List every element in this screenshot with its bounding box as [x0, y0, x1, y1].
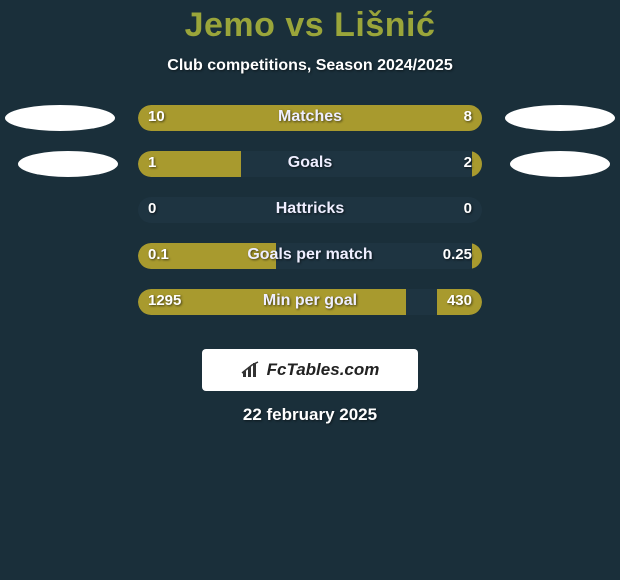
stat-label: Goals: [138, 154, 482, 172]
stat-row: 0 Hattricks 0: [0, 197, 620, 243]
stat-right-value: 0.25: [443, 246, 472, 263]
stat-label: Matches: [138, 108, 482, 126]
subtitle: Club competitions, Season 2024/2025: [0, 57, 620, 75]
stat-row: 1 Goals 2: [0, 151, 620, 197]
player-right-ellipse: [510, 151, 610, 177]
stat-right-value: 8: [464, 108, 472, 125]
stat-label: Goals per match: [138, 246, 482, 264]
player-right-ellipse: [505, 105, 615, 131]
brand-text: FcTables.com: [267, 360, 380, 380]
stat-bar: 1 Goals 2: [138, 151, 482, 177]
page-title: Jemo vs Lišnić: [0, 0, 620, 45]
stat-right-value: 0: [464, 200, 472, 217]
stat-right-value: 2: [464, 154, 472, 171]
stat-bar: 10 Matches 8: [138, 105, 482, 131]
player-left-ellipse: [5, 105, 115, 131]
stat-row: 10 Matches 8: [0, 105, 620, 151]
stat-bar: 1295 Min per goal 430: [138, 289, 482, 315]
player-left-ellipse: [18, 151, 118, 177]
bar-chart-icon: [241, 361, 263, 379]
stat-bar: 0.1 Goals per match 0.25: [138, 243, 482, 269]
stat-label: Min per goal: [138, 292, 482, 310]
date-text: 22 february 2025: [0, 405, 620, 425]
stat-bar: 0 Hattricks 0: [138, 197, 482, 223]
brand-badge[interactable]: FcTables.com: [202, 349, 418, 391]
comparison-card: Jemo vs Lišnić Club competitions, Season…: [0, 0, 620, 580]
stat-right-value: 430: [447, 292, 472, 309]
stat-label: Hattricks: [138, 200, 482, 218]
stats-container: 10 Matches 8 1 Goals 2 0 Ha: [0, 105, 620, 335]
stat-row: 0.1 Goals per match 0.25: [0, 243, 620, 289]
stat-row: 1295 Min per goal 430: [0, 289, 620, 335]
